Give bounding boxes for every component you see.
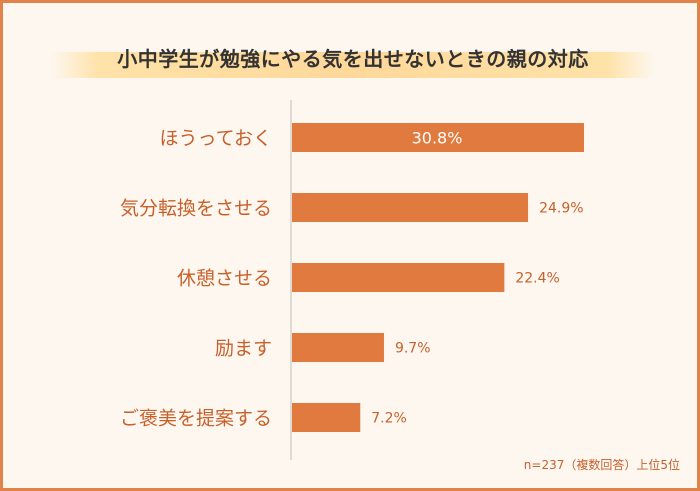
value-label-1: 30.8% <box>412 129 463 148</box>
category-label-2: 気分転換をさせる <box>120 198 272 220</box>
bar-1 <box>292 123 584 152</box>
title-area: 小中学生が勉強にやる気を出せないときの親の対応 <box>3 39 700 79</box>
bar-2 <box>292 193 529 222</box>
bar-3 <box>292 263 505 292</box>
category-label-4: 励ます <box>215 338 272 360</box>
bar-4 <box>292 333 384 362</box>
title-highlight <box>51 52 655 78</box>
chart-title: 小中学生が勉強にやる気を出せないときの親の対応 <box>117 47 589 71</box>
category-label-3: 休憩させる <box>177 268 272 290</box>
bar-5 <box>292 403 361 432</box>
value-label-5: 7.2% <box>371 411 407 427</box>
category-label-5: ご褒美を提案する <box>120 408 272 430</box>
value-label-2: 24.9% <box>539 201 583 217</box>
value-label-4: 9.7% <box>395 341 431 357</box>
category-label-1: ほうっておく <box>160 128 272 150</box>
value-label-3: 22.4% <box>515 271 559 287</box>
sample-note: n=237（複数回答）上位5位 <box>523 458 680 472</box>
